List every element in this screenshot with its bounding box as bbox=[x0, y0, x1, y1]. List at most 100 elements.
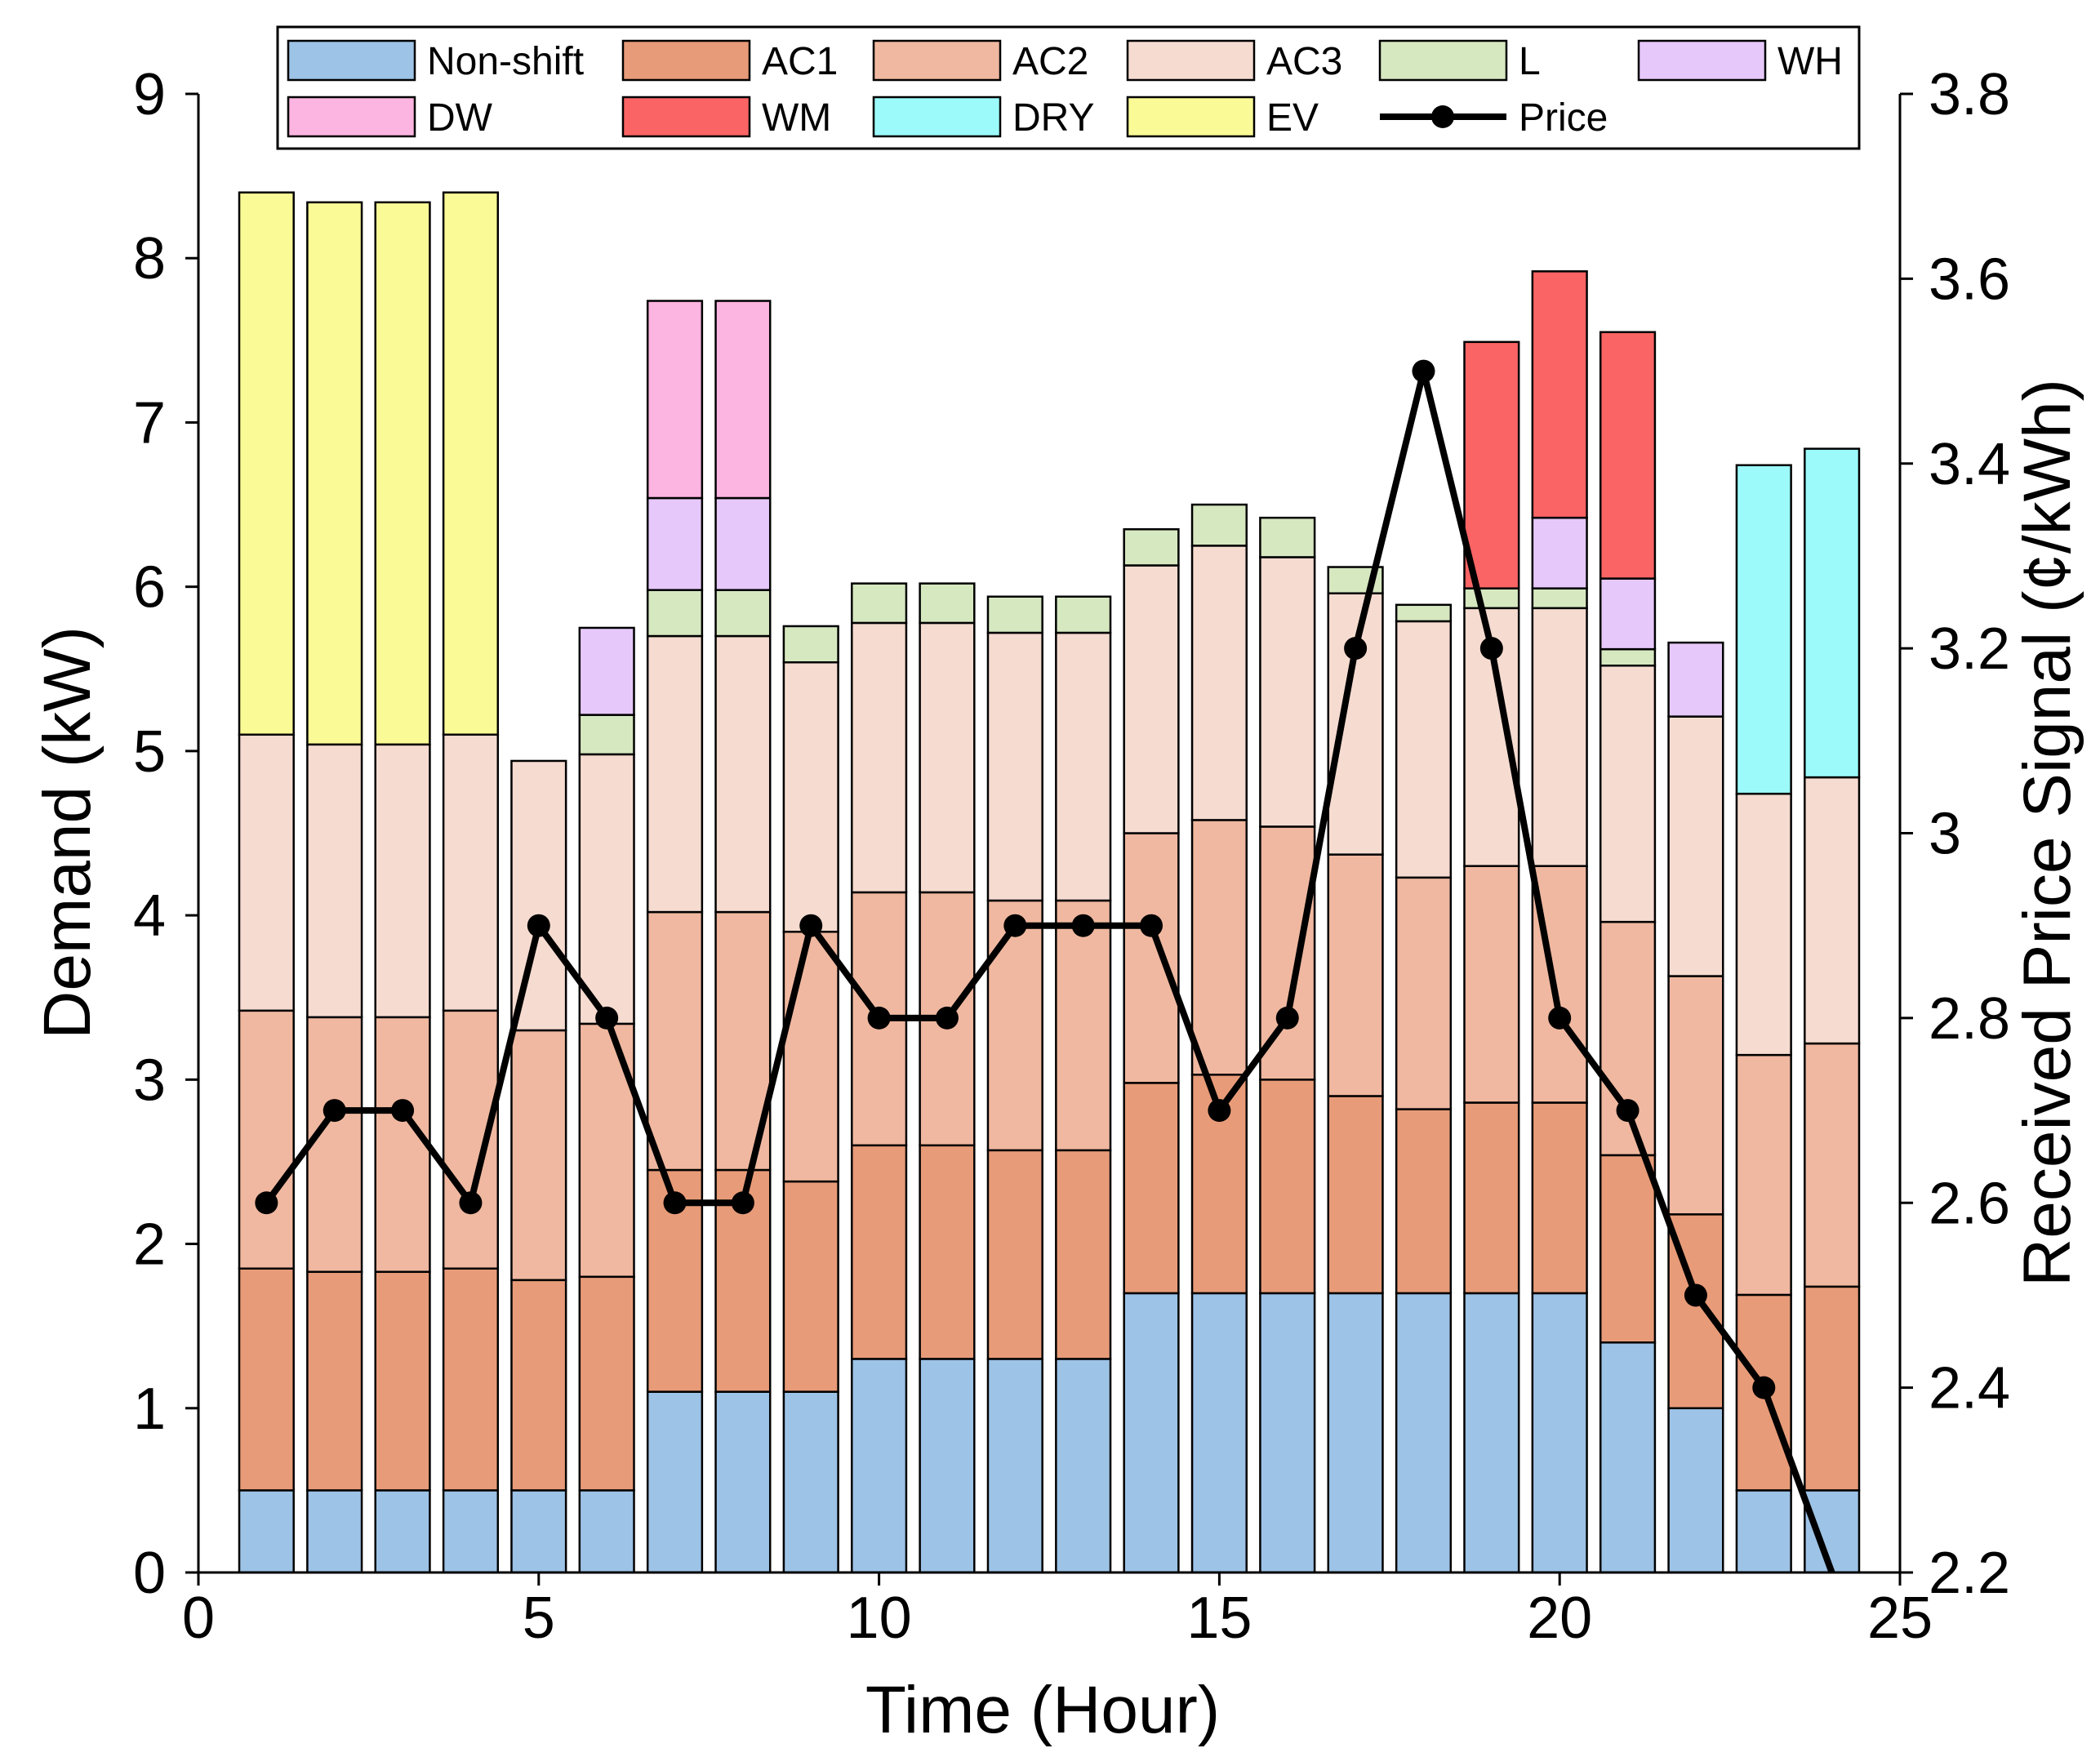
bar-segment-ac2 bbox=[306, 1016, 363, 1274]
bar-segment-non-shift bbox=[1327, 1292, 1384, 1574]
bar-segment-l bbox=[1055, 595, 1112, 634]
bar-segment-ac3 bbox=[578, 753, 635, 1025]
bar-segment-ac2 bbox=[1804, 1042, 1861, 1288]
legend-label-ac2: AC2 bbox=[1012, 40, 1088, 83]
x-axis-title: Time (Hour) bbox=[865, 1673, 1220, 1747]
bar-segment-ac1 bbox=[1123, 1082, 1180, 1295]
bar-segment-wh bbox=[1531, 516, 1588, 589]
bar-segment-non-shift bbox=[510, 1489, 567, 1574]
x-tick-label: 15 bbox=[1186, 1586, 1252, 1651]
bar-segment-l bbox=[1463, 587, 1520, 610]
y-tick-label: 6 bbox=[133, 555, 166, 621]
legend-swatch-non-shift bbox=[287, 39, 416, 82]
price-marker bbox=[255, 1191, 278, 1215]
legend-label-dw: DW bbox=[427, 96, 493, 140]
bar-segment-ac2 bbox=[646, 910, 704, 1172]
price-marker bbox=[935, 1006, 959, 1030]
bar-segment-ac2 bbox=[510, 1029, 567, 1282]
y-tick-label: 5 bbox=[133, 719, 166, 785]
bar-segment-ac3 bbox=[442, 733, 500, 1012]
legend-label-price: Price bbox=[1519, 96, 1608, 140]
bar-segment-wh bbox=[1667, 641, 1724, 718]
bar-segment-ac3 bbox=[238, 733, 295, 1012]
bar-segment-dw bbox=[646, 300, 704, 500]
bar-segment-l bbox=[986, 595, 1043, 634]
axes-layer: 0 5 10 15 20 25 0 1 2 3 4 5 6 7 8 9 2.2 2.4 2.6 2.8 3 3.2 3.4 3… bbox=[133, 62, 2010, 1651]
bar-segment-l bbox=[1123, 527, 1180, 567]
bar-segment-ac3 bbox=[1327, 592, 1384, 856]
bar-segment-ac3 bbox=[510, 759, 567, 1032]
legend-label-non-shift: Non-shift bbox=[427, 40, 584, 83]
bar-segment-ac1 bbox=[578, 1275, 635, 1492]
bar-segment-ac1 bbox=[1395, 1108, 1453, 1295]
bar-segment-ac3 bbox=[1804, 776, 1861, 1045]
legend-price-marker bbox=[1431, 105, 1454, 128]
price-line bbox=[264, 367, 1835, 1572]
bar-segment-non-shift bbox=[782, 1390, 839, 1574]
bar-segment-ac2 bbox=[1327, 853, 1384, 1097]
bar-segment-non-shift bbox=[1055, 1358, 1112, 1574]
bar-segment-ac2 bbox=[1463, 865, 1520, 1104]
y-tick-label: 7 bbox=[133, 390, 166, 456]
legend-swatch-wh bbox=[1637, 39, 1767, 82]
y2-tick-label: 2.6 bbox=[1929, 1171, 2010, 1236]
legend-label-ev: EV bbox=[1266, 96, 1319, 140]
bar-segment-l bbox=[1190, 503, 1248, 547]
y2-tick-label: 3.6 bbox=[1929, 247, 2010, 312]
price-marker bbox=[391, 1099, 415, 1123]
bar-segment-ac1 bbox=[1531, 1101, 1588, 1295]
bar-segment-ac2 bbox=[1667, 975, 1724, 1216]
bar-segment-ac3 bbox=[1599, 665, 1657, 923]
legend-swatch-ev bbox=[1126, 96, 1256, 138]
bars-layer bbox=[238, 191, 1861, 1574]
price-marker bbox=[323, 1099, 346, 1123]
bar-segment-ac3 bbox=[306, 743, 363, 1019]
bar-segment-ac1 bbox=[986, 1149, 1043, 1360]
legend-label-ac3: AC3 bbox=[1266, 40, 1342, 83]
bar-segment-ac1 bbox=[442, 1267, 500, 1492]
y2-tick-label: 3.2 bbox=[1929, 616, 2010, 682]
bar-segment-ac1 bbox=[306, 1270, 363, 1492]
price-marker bbox=[1344, 637, 1368, 661]
legend-swatch-ac1 bbox=[621, 39, 751, 82]
price-marker bbox=[867, 1006, 891, 1030]
bar-segment-ac2 bbox=[1735, 1053, 1792, 1297]
bar-segment-wm bbox=[1531, 270, 1588, 519]
price-marker bbox=[459, 1191, 483, 1215]
price-marker bbox=[1548, 1006, 1572, 1030]
y-tick-label: 1 bbox=[133, 1377, 166, 1442]
bar-segment-ac1 bbox=[782, 1180, 839, 1393]
price-marker bbox=[1275, 1006, 1299, 1030]
bar-segment-ac1 bbox=[238, 1267, 295, 1492]
y2-tick-label: 2.4 bbox=[1929, 1356, 2010, 1421]
bar-segment-non-shift bbox=[1599, 1341, 1657, 1574]
bar-segment-ac2 bbox=[238, 1009, 295, 1270]
bar-segment-ac3 bbox=[1667, 715, 1724, 977]
bar-segment-ac1 bbox=[1327, 1095, 1384, 1295]
bar-segment-ac1 bbox=[1055, 1149, 1112, 1360]
bar-segment-ac1 bbox=[851, 1144, 908, 1360]
bar-segment-ac3 bbox=[851, 621, 908, 894]
bar-segment-ac2 bbox=[1395, 876, 1453, 1110]
y-tick-label: 4 bbox=[133, 883, 166, 949]
bar-segment-non-shift bbox=[306, 1489, 363, 1574]
bar-segment-non-shift bbox=[1259, 1292, 1316, 1574]
bar-segment-ac3 bbox=[1395, 620, 1453, 879]
price-marker bbox=[663, 1191, 687, 1215]
bar-segment-ac1 bbox=[1804, 1285, 1861, 1492]
bar-segment-l bbox=[578, 714, 635, 756]
bar-segment-ac1 bbox=[1259, 1079, 1316, 1295]
bar-segment-dw bbox=[714, 300, 772, 500]
bar-segment-ev bbox=[238, 191, 295, 736]
y2-tick-label: 3 bbox=[1929, 802, 1961, 867]
y2-tick-label: 3.4 bbox=[1929, 432, 2010, 497]
bar-segment-ac3 bbox=[782, 661, 839, 933]
price-marker bbox=[1684, 1283, 1707, 1307]
bar-segment-ac2 bbox=[986, 899, 1043, 1152]
legend-swatch-wm bbox=[621, 96, 751, 138]
legend-swatch-dw bbox=[287, 96, 416, 138]
bar-segment-l bbox=[646, 589, 704, 638]
bar-segment-ac3 bbox=[646, 634, 704, 914]
legend-label-dry: DRY bbox=[1012, 96, 1094, 140]
